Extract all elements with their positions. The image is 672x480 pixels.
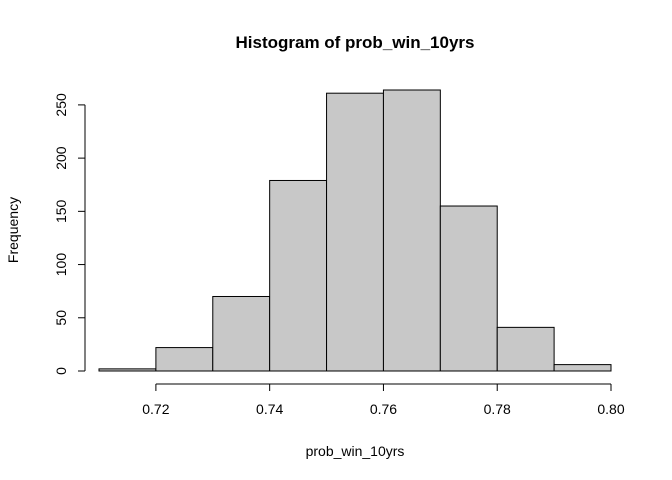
y-tick-label: 200 — [53, 146, 69, 170]
histogram-bar — [98, 368, 157, 372]
bars-group — [98, 89, 612, 372]
x-tick-label: 0.74 — [256, 401, 283, 417]
x-axis: 0.72 0.74 0.76 0.78 0.80 — [142, 383, 625, 417]
histogram-bar — [326, 92, 384, 372]
y-tick-label: 100 — [53, 253, 69, 277]
y-axis: 0 50 100 150 200 250 — [53, 93, 86, 375]
x-tick-label: 0.78 — [484, 401, 511, 417]
y-axis-label: Frequency — [5, 197, 21, 263]
histogram-bar — [439, 205, 498, 372]
x-axis-label: prob_win_10yrs — [306, 443, 405, 459]
histogram-bar — [269, 179, 328, 372]
y-tick-label: 150 — [53, 199, 69, 223]
chart-title: Histogram of prob_win_10yrs — [235, 33, 474, 52]
histogram-bar — [553, 364, 612, 372]
histogram-bar — [212, 295, 271, 372]
histogram-bar — [382, 89, 441, 372]
x-tick-label: 0.76 — [370, 401, 397, 417]
histogram-bar — [496, 326, 555, 372]
x-tick-label: 0.72 — [142, 401, 169, 417]
y-tick-label: 250 — [53, 93, 69, 117]
y-tick-label: 50 — [53, 310, 69, 326]
y-tick-label: 0 — [53, 367, 69, 375]
x-tick-label: 0.80 — [597, 401, 624, 417]
histogram-bar — [155, 347, 214, 372]
